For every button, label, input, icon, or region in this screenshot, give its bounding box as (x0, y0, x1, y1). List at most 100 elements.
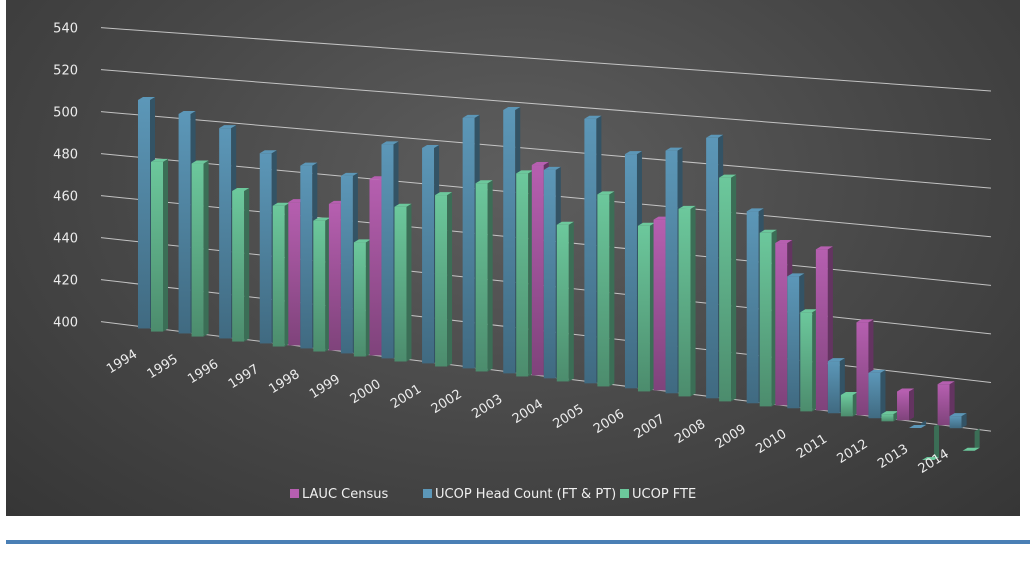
legend-swatch (620, 489, 629, 498)
y-tick-label: 400 (53, 316, 78, 331)
bar-ucop-head-count-ft-pt--1998 (300, 165, 313, 349)
bar-top (151, 158, 168, 162)
chart-panel: 400 420 440 460 480 500 520 540 1994 1995 1996 199… (6, 0, 1020, 516)
bar-lauc-census-2013 (897, 391, 910, 421)
bar-ucop-fte-2006 (637, 225, 650, 392)
bar-side (487, 180, 493, 372)
bar-side (447, 192, 453, 367)
bar-top (678, 205, 696, 209)
bar-top (353, 239, 371, 243)
x-tick-label: 1997 (226, 362, 262, 392)
bar-top (787, 273, 805, 277)
legend-label: UCOP FTE (632, 487, 696, 502)
bar-ucop-head-count-ft-pt--2009 (746, 211, 759, 404)
bar-ucop-fte-2009 (759, 232, 772, 407)
bar-top (300, 162, 318, 166)
bar-top (259, 150, 277, 154)
x-tick-label: 2000 (348, 377, 384, 407)
bar-top (827, 358, 845, 362)
bar-lauc-census-2000 (369, 179, 382, 356)
bar-top (706, 134, 724, 138)
bar-top (815, 246, 833, 250)
bar-ucop-fte-2004 (556, 224, 569, 382)
bar-top (856, 319, 874, 323)
bar-ucop-head-count-ft-pt--1994 (138, 99, 150, 329)
legend-swatch (423, 489, 432, 498)
bar-ucop-head-count-ft-pt--2007 (665, 150, 678, 394)
bar-ucop-head-count-ft-pt--2004 (543, 169, 556, 379)
bar-ucop-head-count-ft-pt--2002 (462, 117, 475, 369)
bar-lauc-census-1999 (328, 203, 341, 351)
bar-top (759, 229, 777, 233)
x-tick-label: 2003 (469, 392, 505, 422)
bar-top (531, 162, 549, 166)
bar-lauc-census-1998 (288, 202, 301, 346)
bar-top (503, 106, 521, 110)
x-tick-label: 1995 (145, 352, 181, 382)
bar-ucop-fte-2002 (475, 183, 488, 372)
bar-ucop-fte-2011 (840, 394, 853, 417)
bar-ucop-fte-2012 (881, 414, 894, 422)
y-axis-ticks: 400 420 440 460 480 500 520 540 (53, 22, 78, 331)
bar-top (381, 141, 399, 145)
bar-side (406, 203, 412, 362)
y-tick-label: 520 (53, 64, 78, 79)
bar-top (232, 187, 250, 191)
x-tick-label: 2009 (713, 422, 749, 452)
bar-side (203, 160, 209, 337)
bar-top (543, 166, 561, 170)
x-tick-label: 2011 (794, 432, 830, 462)
bar-top (637, 222, 655, 226)
bar-ucop-head-count-ft-pt--1996 (219, 128, 232, 339)
bar-ucop-head-count-ft-pt--2003 (503, 109, 516, 374)
bar-top (219, 125, 237, 129)
bar-top (313, 217, 331, 221)
bar-ucop-fte-1998 (313, 220, 326, 352)
x-tick-label: 2005 (551, 402, 587, 432)
bar-top (897, 388, 915, 392)
bar-side (934, 423, 940, 461)
x-tick-label: 2001 (388, 382, 424, 412)
bar-top (665, 147, 683, 151)
bar-side (731, 174, 737, 402)
bar-ucop-head-count-ft-pt--2008 (706, 137, 719, 399)
x-tick-label: 2007 (632, 412, 668, 442)
gridline (100, 27, 992, 92)
x-tick-label: 2008 (672, 417, 708, 447)
bar-top (422, 144, 440, 148)
x-tick-label: 2013 (875, 442, 911, 472)
x-tick-label: 2004 (510, 397, 546, 427)
bar-ucop-fte-2003 (516, 173, 529, 377)
bar-top (191, 160, 209, 164)
bar-ucop-fte-1999 (353, 242, 366, 357)
bar-ucop-fte-1995 (191, 163, 204, 337)
bar-side (609, 191, 615, 387)
bar-side (163, 158, 168, 332)
legend-swatch (290, 489, 299, 498)
bar-top (462, 114, 480, 118)
bar-top (624, 151, 642, 155)
bar-top (922, 457, 940, 461)
bar-side (568, 221, 574, 382)
bar-top (475, 180, 493, 184)
bar-ucop-fte-2010 (800, 312, 813, 412)
bar-top (868, 369, 886, 373)
bar-top (746, 208, 764, 212)
bar-side (690, 205, 696, 397)
bar-lauc-census-2007 (653, 219, 666, 391)
x-tick-label: 2012 (835, 437, 871, 467)
x-tick-label: 1994 (104, 347, 140, 377)
legend: LAUC Census UCOP Head Count (FT & PT) UCOP… (290, 487, 696, 502)
bar-top (881, 411, 899, 415)
y-tick-label: 440 (53, 232, 78, 247)
divider-rule (6, 540, 1030, 544)
bar-lauc-census-2014 (937, 384, 950, 426)
bar-ucop-head-count-ft-pt--2012 (868, 372, 881, 419)
bar-top (949, 413, 967, 417)
legend-label: UCOP Head Count (FT & PT) (435, 487, 616, 502)
y-tick-label: 500 (53, 106, 78, 121)
bar-ucop-fte-2007 (678, 208, 691, 397)
gridline (100, 111, 992, 189)
y-tick-label: 480 (53, 148, 78, 163)
